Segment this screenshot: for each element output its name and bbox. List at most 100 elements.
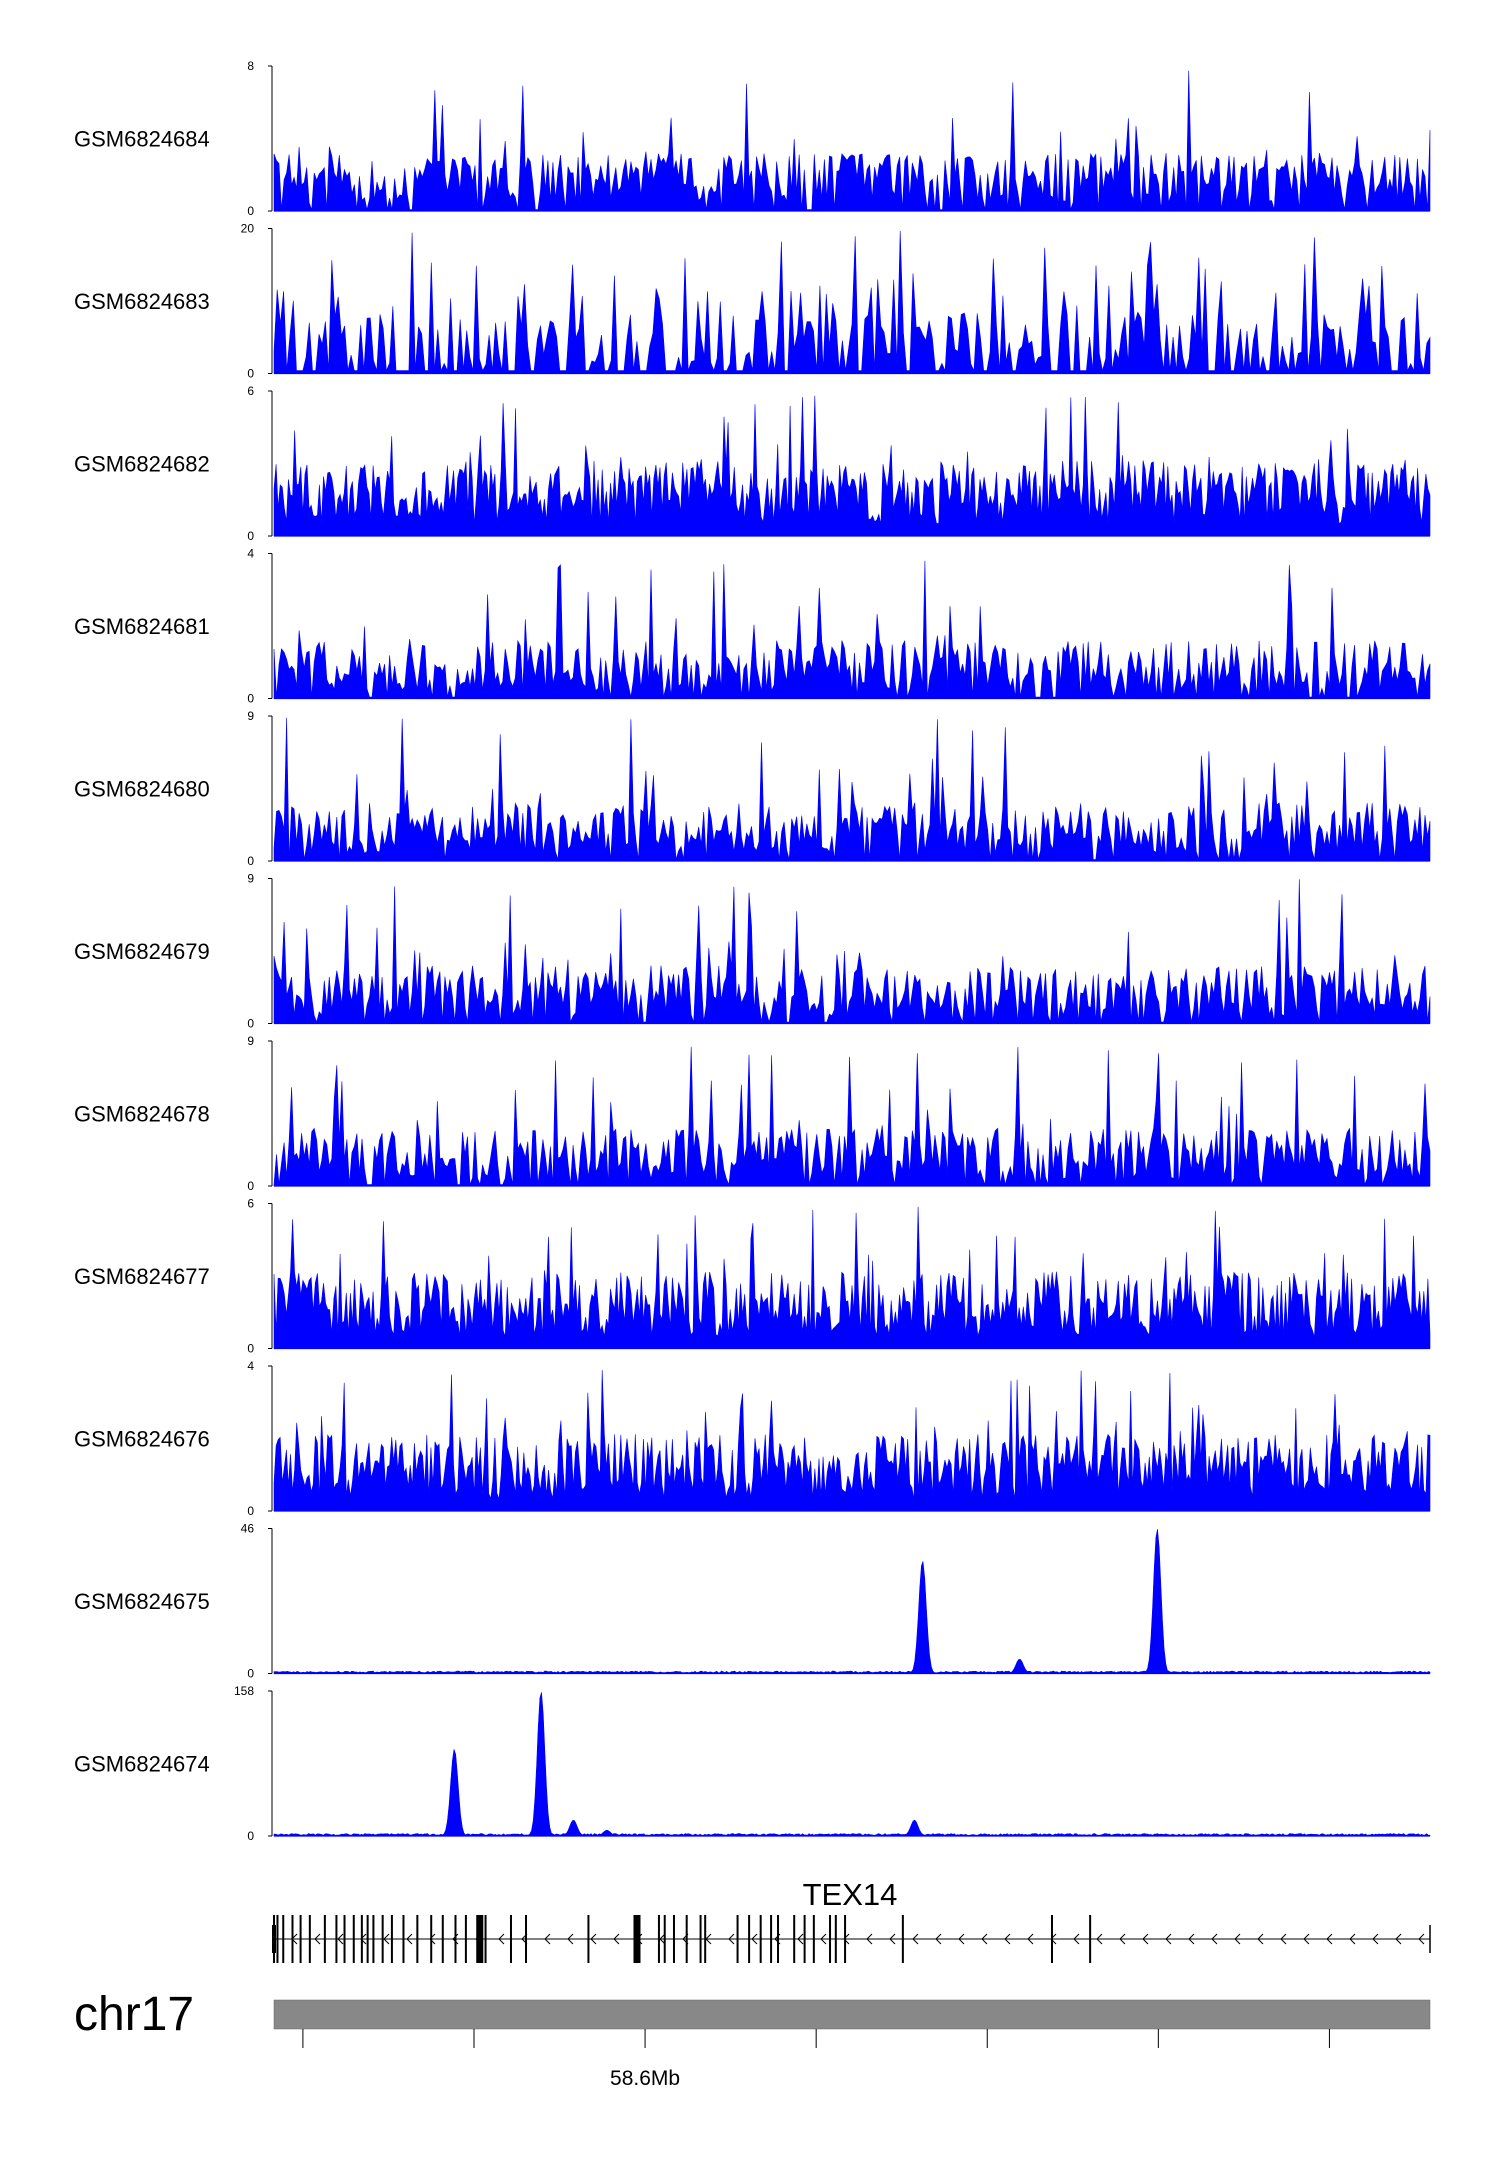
strand-arrow [797, 1933, 804, 1945]
exon [464, 1915, 467, 1963]
strand-arrow [1073, 1933, 1080, 1945]
strand-arrow [590, 1933, 597, 1945]
y-max-label: 8 [247, 59, 254, 73]
exon [793, 1915, 796, 1963]
y-max-label: 46 [241, 1522, 255, 1536]
strand-arrow [981, 1933, 988, 1945]
coverage-tracks: GSM682468480GSM6824683200GSM682468260GSM… [74, 59, 1431, 1843]
strand-arrow [935, 1933, 942, 1945]
strand-arrow [567, 1933, 574, 1945]
y-max-label: 6 [247, 384, 254, 398]
exon [372, 1915, 375, 1963]
coverage-area [273, 1046, 1431, 1187]
exon [748, 1915, 751, 1963]
exon [759, 1915, 762, 1963]
strand-arrow [751, 1933, 758, 1945]
track-GSM6824677: GSM6824677 6 0 [74, 1197, 1431, 1356]
exon [1050, 1915, 1053, 1963]
strand-arrow [889, 1933, 896, 1945]
exon [587, 1915, 590, 1963]
strand-arrow [406, 1933, 413, 1945]
coverage-area [273, 395, 1431, 537]
coverage-area [273, 70, 1431, 212]
coverage-area [273, 1529, 1431, 1674]
strand-arrow [1234, 1933, 1241, 1945]
y-min-label: 0 [247, 1017, 254, 1031]
strand-arrow [1096, 1933, 1103, 1945]
strand-arrow [1257, 1933, 1264, 1945]
track-label: GSM6824680 [74, 777, 210, 802]
exon [685, 1915, 688, 1963]
coverage-area [273, 1206, 1431, 1349]
track-GSM6824674: GSM6824674 158 0 [74, 1684, 1431, 1843]
y-min-label: 0 [247, 1342, 254, 1356]
exon [1089, 1915, 1092, 1963]
exon [736, 1915, 739, 1963]
exon [360, 1915, 363, 1963]
exon [657, 1915, 660, 1963]
gene-end-block [272, 1925, 276, 1953]
track-label: GSM6824676 [74, 1427, 210, 1452]
track-label: GSM6824678 [74, 1102, 210, 1127]
track-GSM6824682: GSM6824682 6 0 [74, 384, 1431, 543]
strand-arrow [1027, 1933, 1034, 1945]
strand-arrow [1188, 1933, 1195, 1945]
exon [390, 1915, 393, 1963]
y-max-label: 4 [247, 1359, 254, 1373]
strand-arrow [498, 1933, 505, 1945]
exon [402, 1915, 405, 1963]
exon [366, 1915, 369, 1963]
y-min-label: 0 [247, 529, 254, 543]
y-min-label: 0 [247, 1667, 254, 1681]
track-GSM6824676: GSM6824676 4 0 [74, 1359, 1431, 1518]
strand-arrow [429, 1933, 436, 1945]
y-min-label: 0 [247, 1179, 254, 1193]
exon [525, 1915, 528, 1963]
strand-arrow [314, 1933, 321, 1945]
track-label: GSM6824674 [74, 1752, 210, 1777]
coverage-area [273, 1370, 1431, 1512]
exon [416, 1915, 419, 1963]
exon [430, 1915, 433, 1963]
strand-arrow [1326, 1933, 1333, 1945]
coverage-area [273, 879, 1431, 1024]
y-max-label: 20 [241, 222, 255, 236]
track-GSM6824675: GSM6824675 46 0 [74, 1522, 1431, 1681]
exon [381, 1915, 384, 1963]
exon-thick [476, 1915, 484, 1963]
exon-thick [633, 1915, 641, 1963]
exon [770, 1915, 773, 1963]
track-label: GSM6824677 [74, 1264, 210, 1289]
strand-arrow [728, 1933, 735, 1945]
y-min-label: 0 [247, 1504, 254, 1518]
exon [352, 1915, 355, 1963]
y-max-label: 4 [247, 547, 254, 561]
y-max-label: 6 [247, 1197, 254, 1211]
strand-arrow [1211, 1933, 1218, 1945]
strand-arrow [1165, 1933, 1172, 1945]
chromosome-axis: chr17 58.6Mb [74, 1988, 1431, 2090]
y-max-label: 9 [247, 709, 254, 723]
exon [803, 1915, 806, 1963]
strand-arrow [659, 1933, 666, 1945]
strand-arrow [1395, 1933, 1402, 1945]
strand-arrow [866, 1933, 873, 1945]
exon [844, 1915, 847, 1963]
y-min-label: 0 [247, 1829, 254, 1843]
exon [343, 1915, 346, 1963]
y-min-label: 0 [247, 204, 254, 218]
track-GSM6824679: GSM6824679 9 0 [74, 872, 1431, 1031]
strand-arrow [1349, 1933, 1356, 1945]
track-label: GSM6824679 [74, 939, 210, 964]
exon [484, 1915, 487, 1963]
track-GSM6824684: GSM6824684 8 0 [74, 59, 1431, 218]
exon [834, 1915, 837, 1963]
exon [308, 1915, 311, 1963]
y-min-label: 0 [247, 854, 254, 868]
coverage-area [273, 1692, 1431, 1837]
exon [663, 1915, 666, 1963]
track-GSM6824678: GSM6824678 9 0 [74, 1034, 1431, 1193]
exon [699, 1915, 702, 1963]
strand-arrow [613, 1933, 620, 1945]
